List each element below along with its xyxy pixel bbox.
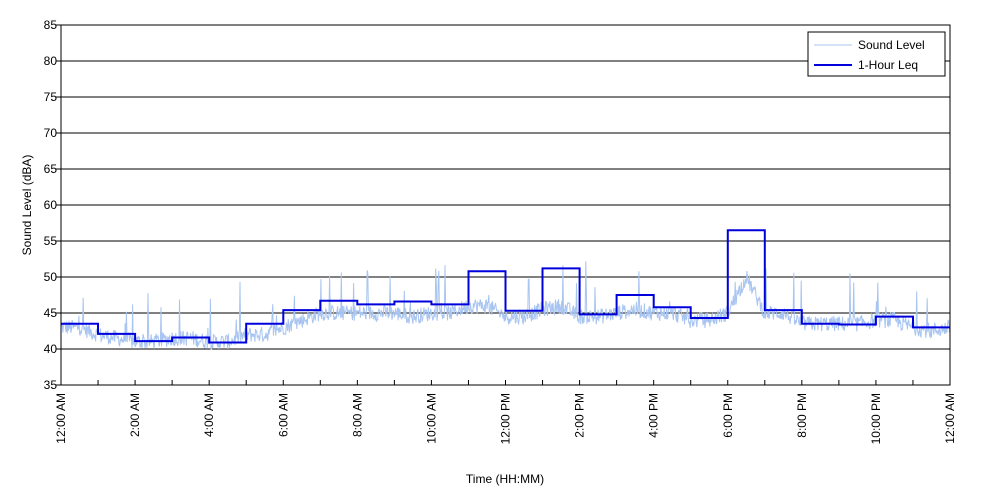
y-tick-label: 80 xyxy=(44,54,58,68)
x-tick-label: 12:00 AM xyxy=(54,393,68,444)
legend-sound-level-label: Sound Level xyxy=(858,38,925,52)
x-tick-label: 8:00 AM xyxy=(350,393,364,437)
x-tick-label: 4:00 AM xyxy=(202,393,216,437)
series-1-hour-leq-line xyxy=(61,229,950,344)
x-tick-label: 10:00 AM xyxy=(424,393,438,444)
legend-box xyxy=(807,31,946,77)
legend-1-hour-leq-label: 1-Hour Leq xyxy=(858,58,918,72)
y-axis-label: Sound Level (dBA) xyxy=(20,155,34,256)
y-tick-label: 75 xyxy=(44,90,58,104)
y-tick-label: 45 xyxy=(44,306,58,320)
x-tick-label: 6:00 PM xyxy=(721,393,735,438)
plot-frame xyxy=(60,24,951,386)
y-tick-label: 60 xyxy=(44,198,58,212)
x-axis-ticks: 12:00 AM 2:00 AM 4:00 AM 6:00 AM 8:00 AM 10:0… xyxy=(54,380,957,444)
y-tick-label: 65 xyxy=(44,162,58,176)
x-tick-label: 12:00 PM xyxy=(499,393,513,444)
x-tick-label: 10:00 PM xyxy=(869,393,883,444)
x-tick-label: 2:00 AM xyxy=(128,393,142,437)
x-tick-label: 12:00 AM xyxy=(943,393,957,444)
y-tick-label: 40 xyxy=(44,342,58,356)
y-tick-label: 55 xyxy=(44,234,58,248)
x-tick-label: 6:00 AM xyxy=(276,393,290,437)
y-tick-label: 35 xyxy=(44,378,58,392)
x-axis-label: Time (HH:MM) xyxy=(466,472,544,486)
y-tick-label: 50 xyxy=(44,270,58,284)
y-axis-ticks: 35 40 45 50 55 60 65 70 75 80 85 xyxy=(44,18,61,392)
x-tick-label: 4:00 PM xyxy=(647,393,661,438)
x-tick-label: 8:00 PM xyxy=(795,393,809,438)
legend: Sound Level 1-Hour Leq xyxy=(807,31,946,77)
y-tick-label: 85 xyxy=(44,18,58,32)
x-tick-label: 2:00 PM xyxy=(573,393,587,438)
y-tick-label: 70 xyxy=(44,126,58,140)
